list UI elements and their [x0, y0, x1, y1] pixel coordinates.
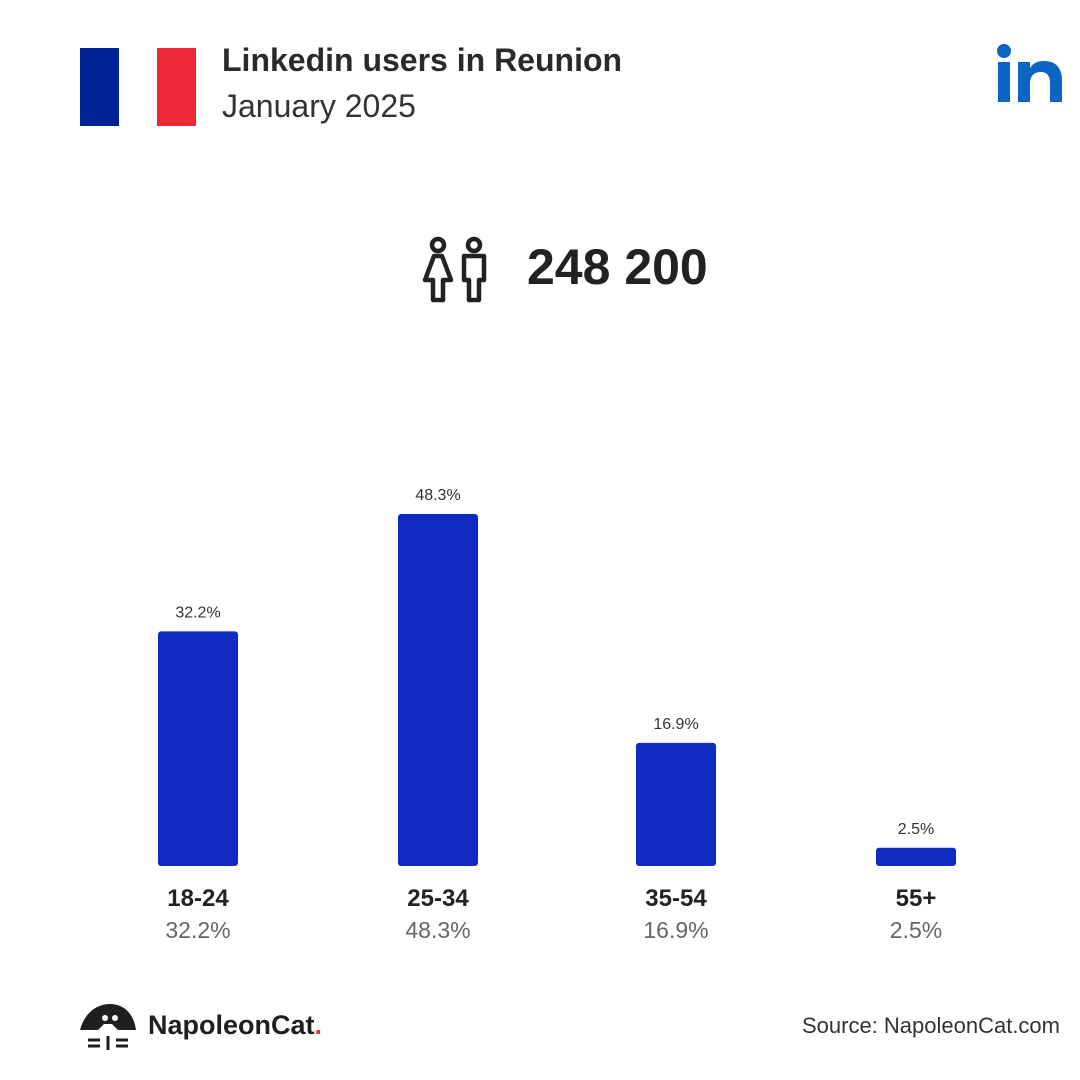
total-users-value: 248 200 — [527, 239, 708, 295]
users-icon — [422, 236, 487, 303]
page-title: Linkedin users in Reunion — [222, 42, 623, 78]
category-percent-label: 16.9% — [643, 917, 708, 943]
category-percent-label: 32.2% — [165, 917, 230, 943]
flag-stripe-red — [157, 48, 197, 126]
page-subtitle: January 2025 — [222, 88, 416, 124]
flag-stripe-blue — [80, 48, 119, 126]
bar-value-label: 2.5% — [898, 821, 934, 838]
flag-stripe-white — [118, 48, 158, 126]
category-label: 25-34 — [407, 885, 469, 912]
brand-name: NapoleonCat. — [148, 1010, 322, 1041]
bar-value-label: 32.2% — [175, 604, 220, 621]
category-label: 35-54 — [645, 885, 707, 912]
bar-35-54 — [636, 742, 716, 866]
linkedin-icon — [997, 44, 1062, 102]
napoleoncat-logo-icon — [80, 1004, 136, 1050]
source-text: Source: NapoleonCat.com — [801, 1013, 1060, 1038]
category-label: 55+ — [896, 885, 937, 912]
bar-value-label: 16.9% — [653, 716, 698, 733]
bar-55+ — [876, 847, 956, 866]
bar-25-34 — [398, 514, 478, 866]
bar-value-label: 48.3% — [415, 487, 460, 504]
brand-dot: . — [314, 1010, 323, 1040]
category-label: 18-24 — [167, 885, 229, 912]
age-distribution-chart: 32.2% 18-24 32.2% 48.3% 25-34 48.3% 16.9% 35-54… — [158, 487, 956, 943]
france-flag — [80, 48, 197, 126]
category-percent-label: 2.5% — [890, 917, 942, 943]
brand-name-text: NapoleonCat — [148, 1010, 315, 1040]
bar-18-24 — [158, 631, 238, 866]
category-percent-label: 48.3% — [405, 917, 470, 943]
